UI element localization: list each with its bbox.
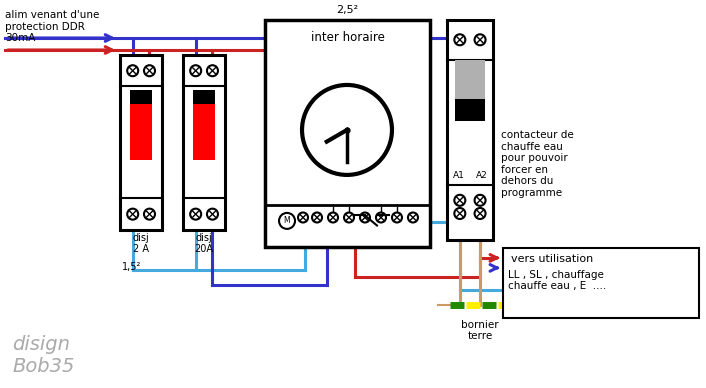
Circle shape <box>302 85 392 175</box>
Text: inter horaire: inter horaire <box>311 31 385 45</box>
Bar <box>183 55 225 230</box>
Circle shape <box>144 65 155 76</box>
Text: vers utilisation: vers utilisation <box>511 254 593 264</box>
Text: LL , SL , chauffage
chauffe eau , E  ....: LL , SL , chauffage chauffe eau , E .... <box>508 270 606 291</box>
Circle shape <box>328 213 338 222</box>
Circle shape <box>144 209 155 220</box>
Circle shape <box>376 213 386 222</box>
Circle shape <box>190 209 201 220</box>
Circle shape <box>190 65 201 76</box>
Bar <box>120 55 162 230</box>
Circle shape <box>298 213 308 222</box>
Bar <box>447 20 493 240</box>
Bar <box>130 104 152 160</box>
Bar <box>193 90 215 104</box>
Circle shape <box>455 208 465 219</box>
Circle shape <box>392 213 402 222</box>
Text: bornier
terre: bornier terre <box>461 320 498 341</box>
Bar <box>503 248 699 318</box>
Text: contacteur de
chauffe eau
pour pouvoir
forcer en
dehors du
programme: contacteur de chauffe eau pour pouvoir f… <box>501 130 574 198</box>
Text: disj
2 A: disj 2 A <box>133 233 150 255</box>
Circle shape <box>455 34 465 45</box>
Circle shape <box>127 209 138 220</box>
Text: disj
20A: disj 20A <box>195 233 214 255</box>
Circle shape <box>207 65 218 76</box>
Circle shape <box>455 195 465 206</box>
Bar <box>455 99 485 121</box>
Circle shape <box>360 213 370 222</box>
Circle shape <box>344 213 354 222</box>
Text: A2: A2 <box>476 171 487 180</box>
Circle shape <box>474 195 486 206</box>
Bar <box>265 20 430 247</box>
Text: disign
Bob35: disign Bob35 <box>12 335 75 376</box>
Bar <box>193 104 215 160</box>
Text: 2,5²: 2,5² <box>337 5 359 15</box>
Circle shape <box>279 213 295 229</box>
Circle shape <box>474 34 486 45</box>
Circle shape <box>312 213 322 222</box>
Circle shape <box>408 213 418 222</box>
Bar <box>130 90 152 104</box>
Text: 1,5²: 1,5² <box>122 262 141 272</box>
Bar <box>455 60 485 99</box>
Text: M: M <box>284 217 290 225</box>
Circle shape <box>474 208 486 219</box>
Text: A1: A1 <box>453 171 465 180</box>
Circle shape <box>127 65 138 76</box>
Text: alim venant d'une
protection DDR
30mA: alim venant d'une protection DDR 30mA <box>5 10 100 43</box>
Circle shape <box>207 209 218 220</box>
